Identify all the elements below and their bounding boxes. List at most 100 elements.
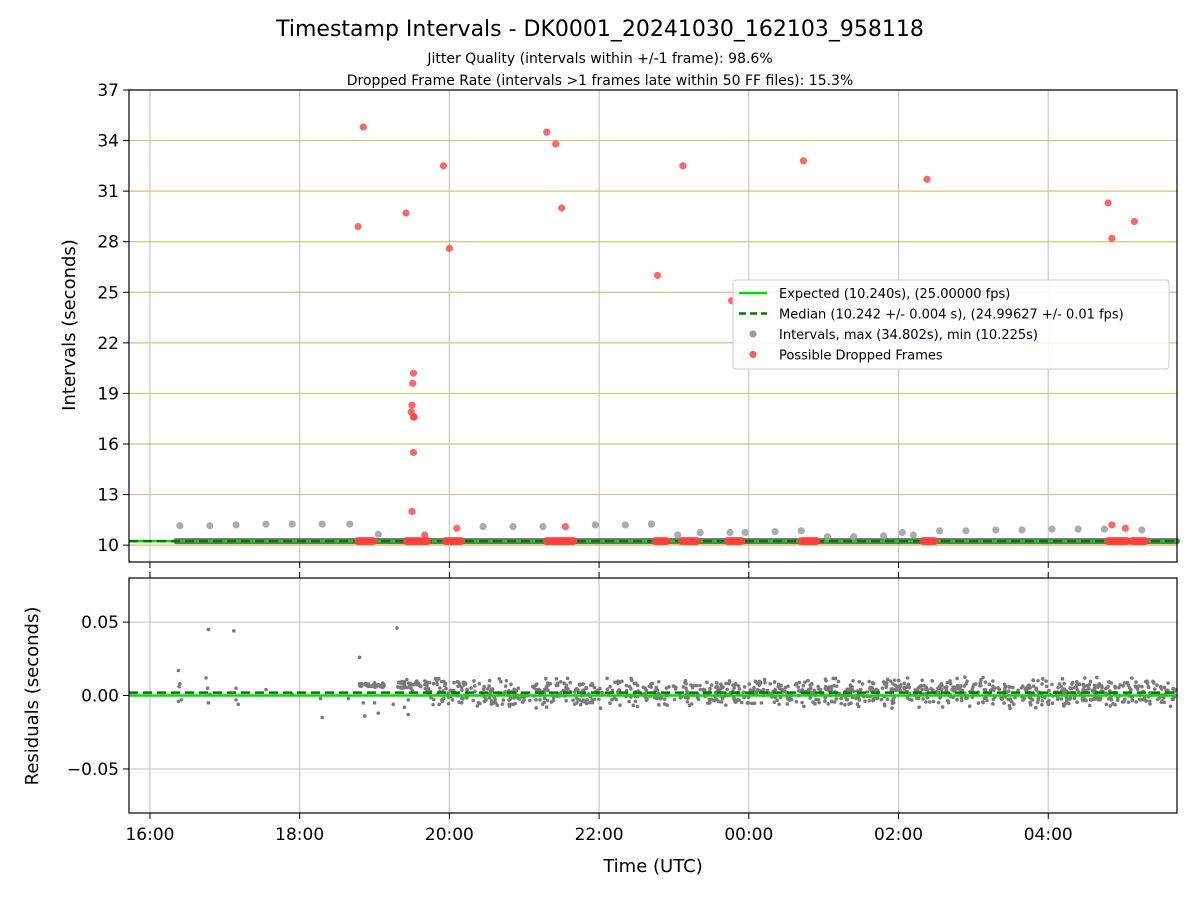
residual-point: [424, 683, 429, 688]
residual-point: [457, 681, 461, 685]
dropped-frame-point: [354, 222, 362, 231]
residual-point: [446, 701, 451, 706]
dropped-frame-point: [543, 128, 551, 136]
residual-point: [643, 686, 648, 691]
residual-point: [1151, 681, 1156, 685]
residual-point: [363, 714, 367, 718]
residual-point: [948, 681, 953, 686]
residual-point: [964, 682, 968, 686]
residual-point: [832, 683, 836, 688]
x-axis-label: Time (UTC): [602, 856, 703, 877]
dropped-frame-point: [653, 271, 662, 280]
residual-point: [974, 682, 978, 686]
residual-point: [685, 699, 690, 704]
residual-point: [1040, 682, 1044, 686]
residual-point: [435, 682, 439, 687]
xtick-label: 20:00: [425, 825, 474, 845]
residual-point: [264, 687, 268, 692]
residual-point: [930, 679, 935, 683]
residual-point: [885, 697, 890, 702]
residual-point: [635, 704, 640, 709]
residual-point: [896, 678, 901, 683]
residual-point: [544, 705, 549, 709]
residual-point: [1136, 684, 1141, 688]
residual-point: [475, 704, 480, 708]
residual-point: [472, 679, 476, 683]
residual-point: [801, 683, 806, 688]
residual-point: [992, 686, 996, 691]
residual-point: [1166, 681, 1170, 685]
interval-point: [726, 528, 734, 537]
interval-point: [898, 528, 906, 537]
legend-dropped-swatch: [749, 350, 757, 359]
residual-point: [357, 683, 362, 687]
residual-point: [452, 680, 456, 685]
residual-point: [597, 697, 601, 702]
residual-point: [571, 698, 575, 702]
residual-point: [433, 676, 438, 681]
residual-point: [232, 629, 236, 633]
residual-point: [1147, 691, 1152, 695]
xtick-label: 00:00: [724, 825, 773, 845]
dropped-frame-point: [409, 369, 418, 377]
residual-point: [858, 687, 863, 692]
residuals-plot: 16:00 18:00 20:00 22:00 00:00 02:00 04:00 0.05 0…: [67, 572, 1178, 845]
residual-point: [752, 701, 757, 706]
residual-point: [662, 697, 667, 701]
residual-point: [588, 683, 593, 688]
interval-point: [647, 520, 656, 528]
residual-point: [1016, 688, 1020, 693]
residual-point: [1031, 678, 1035, 682]
residual-point: [709, 683, 714, 687]
interval-point: [262, 520, 270, 528]
residual-point: [1040, 698, 1045, 703]
residual-point: [554, 676, 559, 681]
residual-point: [899, 683, 903, 687]
interval-point: [479, 523, 487, 531]
residual-point: [549, 700, 554, 704]
residual-point: [673, 685, 678, 689]
residual-point: [1166, 688, 1170, 693]
residual-point: [983, 680, 988, 684]
residual-point: [734, 700, 738, 704]
residual-point: [1098, 698, 1102, 702]
residual-point: [870, 681, 875, 685]
residual-point: [627, 699, 631, 704]
residual-point: [757, 679, 762, 684]
dropped-frame-point: [568, 537, 577, 546]
residual-point: [1144, 699, 1149, 703]
residual-point: [711, 698, 716, 703]
dropped-frame-point: [679, 162, 687, 170]
residual-point: [865, 690, 870, 694]
residual-point: [768, 681, 773, 686]
residual-point: [1020, 684, 1025, 688]
residual-point: [1070, 680, 1075, 685]
dropped-frame-point: [1104, 199, 1112, 207]
residual-point: [502, 691, 507, 696]
residual-point: [1155, 683, 1159, 687]
residual-point: [895, 685, 900, 689]
top-ytick-label: 10: [97, 536, 119, 556]
residual-point: [737, 698, 741, 703]
residual-point: [946, 700, 951, 705]
legend-label: Intervals, max (34.802s), min (10.225s): [779, 328, 1038, 343]
residual-point: [845, 697, 849, 702]
dropped-frame-point: [456, 537, 465, 546]
dropped-frame-point: [439, 162, 447, 170]
top-ytick-label: 37: [97, 81, 119, 101]
residual-point: [694, 683, 699, 688]
residual-point: [902, 687, 907, 691]
residual-point: [808, 696, 812, 700]
residual-point: [516, 696, 520, 700]
residual-point: [583, 700, 588, 704]
residual-point: [996, 686, 1000, 690]
residual-point: [624, 683, 629, 688]
residual-point: [372, 701, 377, 705]
residual-point: [707, 697, 712, 702]
residual-point: [509, 682, 513, 687]
residual-point: [618, 703, 622, 707]
residual-point: [565, 676, 570, 681]
interval-point: [206, 522, 214, 530]
residual-point: [920, 687, 924, 692]
residual-point: [1111, 701, 1115, 706]
